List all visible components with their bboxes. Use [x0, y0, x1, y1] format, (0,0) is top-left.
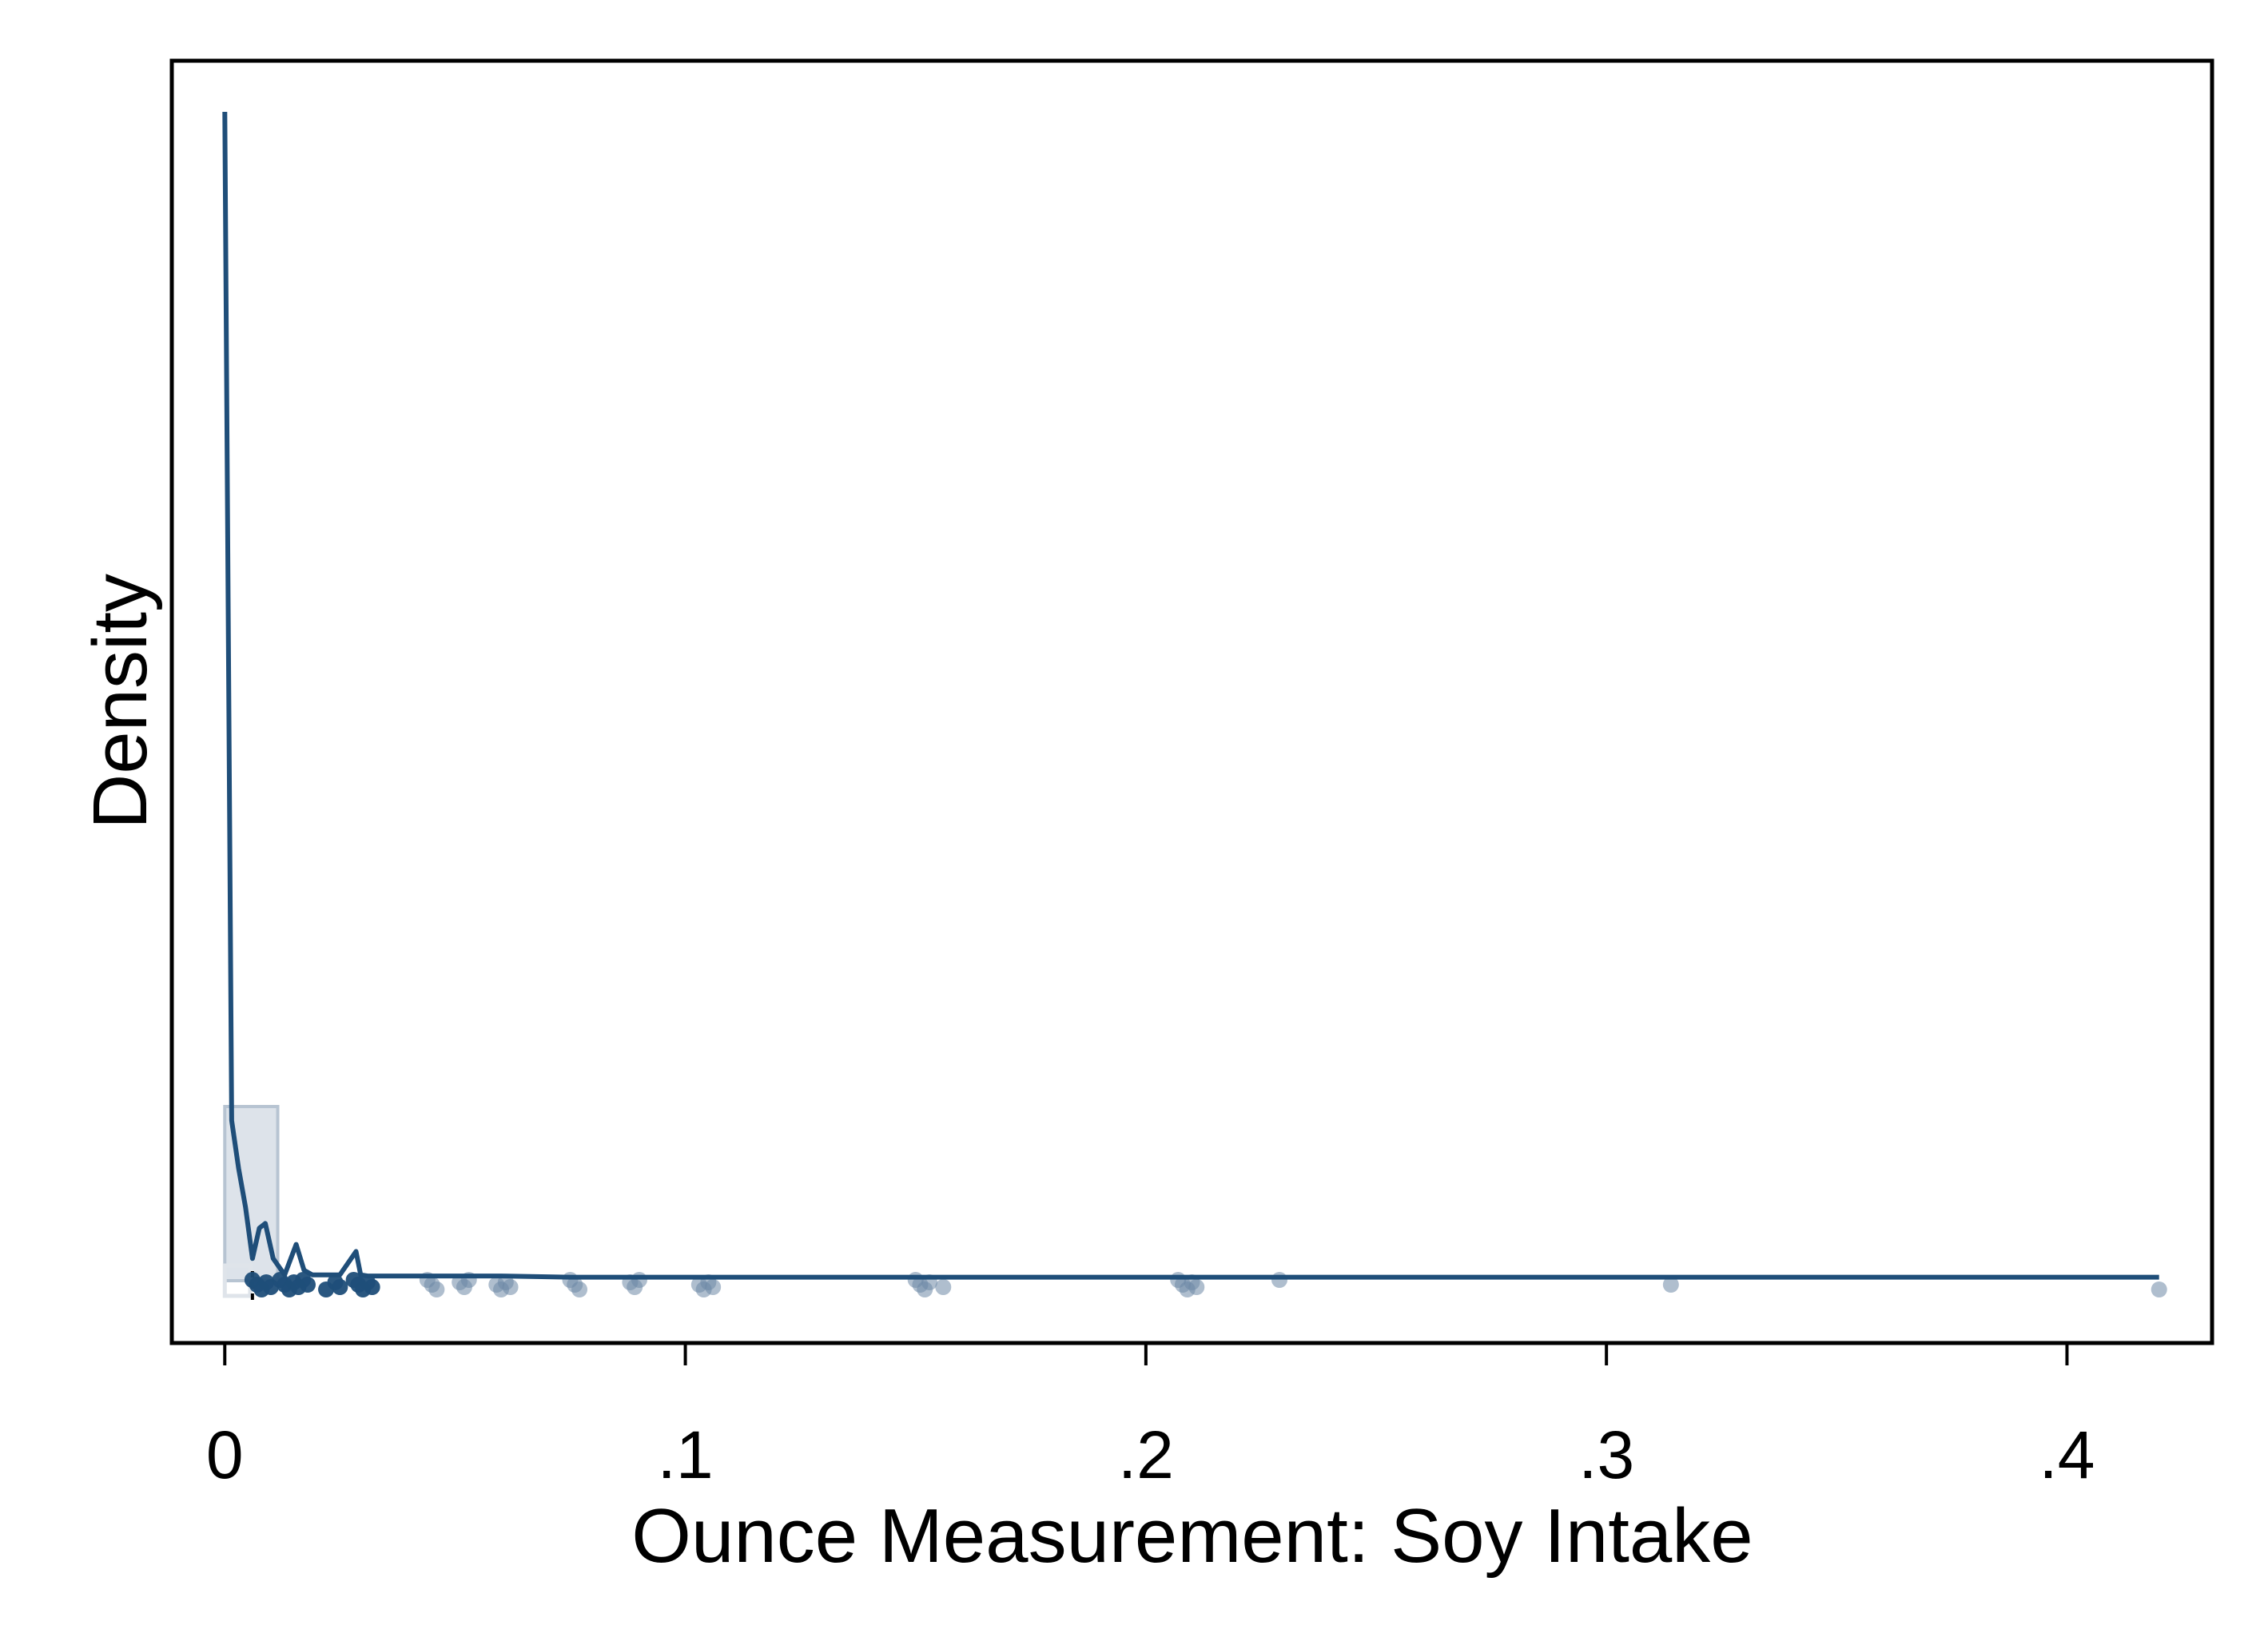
density-curve: [222, 111, 2159, 1280]
observation-point: [1662, 1277, 1679, 1293]
observation-point: [364, 1279, 380, 1295]
x-axis-title: Ounce Measurement: Soy Intake: [631, 1493, 1753, 1579]
observation-point: [2151, 1281, 2167, 1297]
x-tick-label: .2: [1118, 1417, 1174, 1492]
observation-point: [332, 1279, 348, 1295]
x-tick-label: .3: [1578, 1417, 1634, 1492]
observation-point: [935, 1279, 952, 1295]
y-axis-title: Density: [78, 574, 163, 829]
observation-point: [1188, 1279, 1205, 1295]
observation-point: [502, 1279, 519, 1295]
observation-point: [300, 1277, 316, 1293]
x-tick-label: .4: [2039, 1417, 2095, 1492]
x-tick-label: .1: [658, 1417, 714, 1492]
observation-point: [705, 1279, 722, 1295]
plot-area: [169, 58, 2214, 1345]
observation-point: [571, 1281, 588, 1297]
x-tick-label: 0: [206, 1417, 244, 1492]
observation-point: [631, 1272, 647, 1288]
observation-point: [428, 1281, 445, 1297]
observation-point: [1271, 1272, 1287, 1288]
